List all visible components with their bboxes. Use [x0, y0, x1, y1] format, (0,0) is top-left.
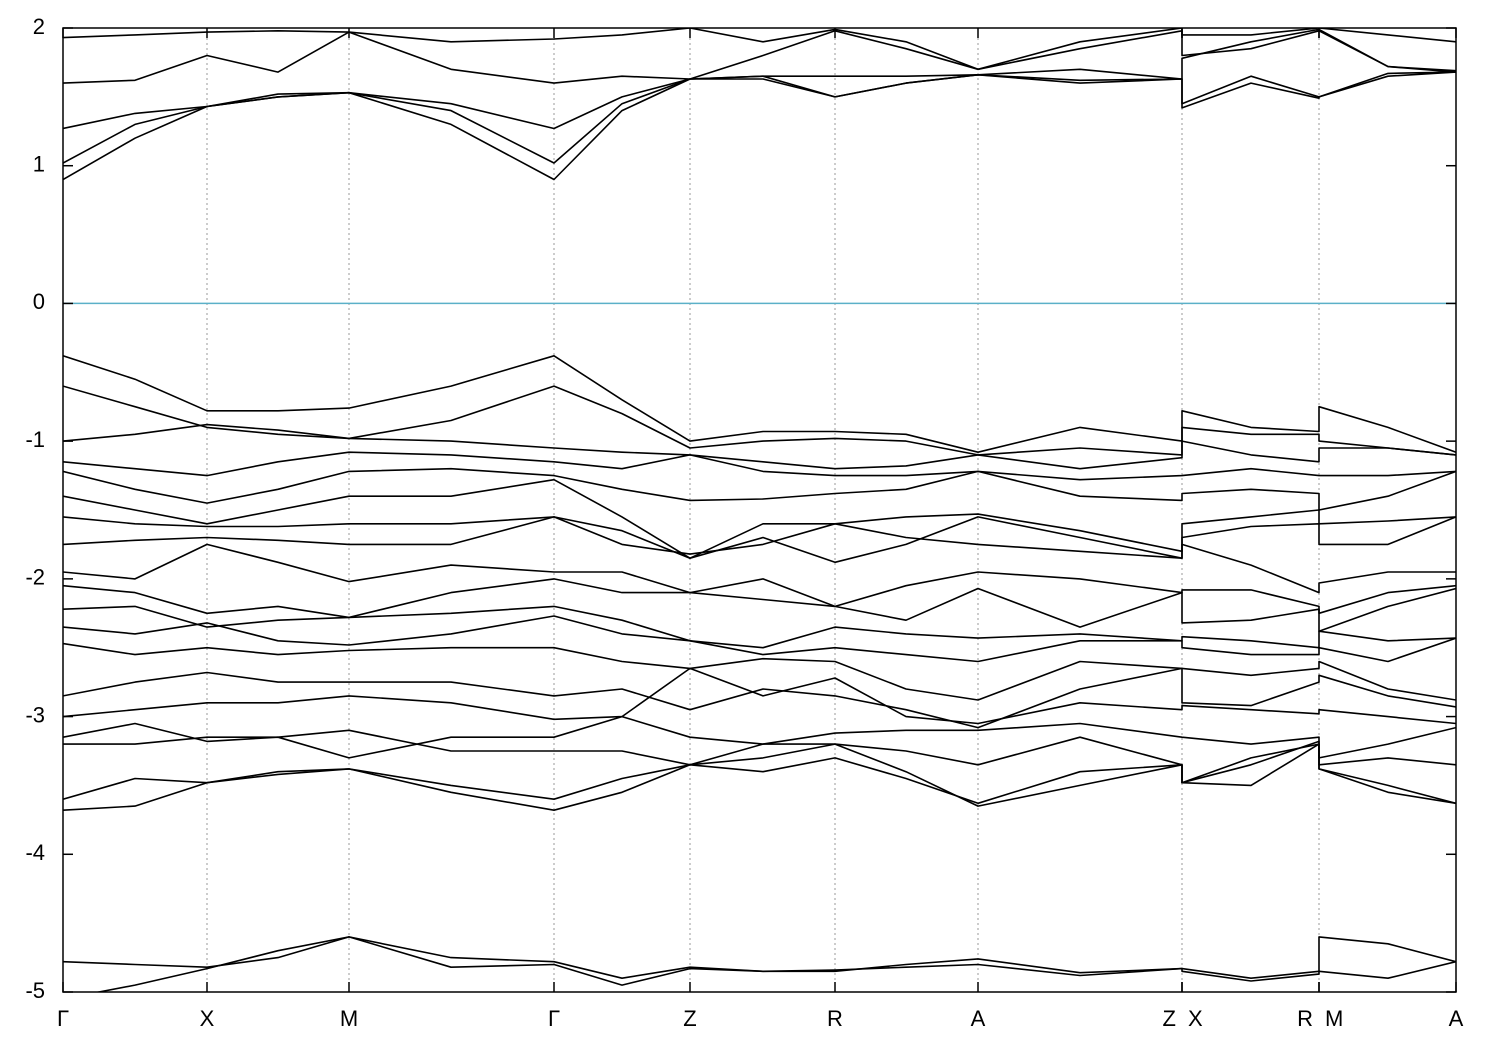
y-tick-label: -3 [25, 702, 45, 727]
x-tick-label: M [340, 1006, 358, 1031]
x-tick-label: Z [1163, 1006, 1176, 1031]
band-line [63, 578, 1456, 632]
x-tick-label: R [827, 1006, 843, 1031]
x-tick-label: A [971, 1006, 986, 1031]
y-tick-label: -4 [25, 840, 45, 865]
band-line [63, 936, 1456, 979]
x-tick-label: R [1297, 1006, 1313, 1031]
band-line [63, 543, 1456, 615]
band-line [63, 423, 1456, 470]
band-line [63, 642, 1456, 701]
band-line [63, 467, 1456, 511]
y-tick-label: -2 [25, 565, 45, 590]
x-tick-label: X [200, 1006, 215, 1031]
band-line [63, 28, 1456, 98]
grid [62, 28, 1457, 992]
band-line [63, 516, 1456, 564]
band-line [63, 743, 1456, 807]
band-line [94, 936, 1456, 992]
band-line [63, 667, 1456, 725]
band-line [63, 355, 1456, 453]
x-tick-label: Γ [57, 1006, 69, 1031]
x-tick-label: Z [683, 1006, 696, 1031]
band-line [63, 71, 1456, 181]
y-tick-label: -5 [25, 978, 45, 1003]
x-tick-label: A [1449, 1006, 1464, 1031]
plot-frame [62, 27, 1457, 993]
band-line [63, 516, 1456, 594]
band-line [63, 28, 1456, 71]
band-line [63, 740, 1456, 811]
band-line [63, 451, 1456, 481]
band-line [63, 667, 1456, 729]
y-tick-label: 2 [33, 14, 45, 39]
band-line [63, 605, 1456, 649]
band-line [63, 478, 1456, 559]
y-tick-label: -1 [25, 427, 45, 452]
y-tick-label: 0 [33, 289, 45, 314]
band-line [63, 385, 1456, 456]
x-tick-label: X [1188, 1006, 1203, 1031]
x-tick-label: M [1325, 1006, 1343, 1031]
y-tick-label: 1 [33, 152, 45, 177]
x-tick-label: Γ [548, 1006, 560, 1031]
band-line [63, 615, 1456, 663]
band-line [63, 71, 1456, 164]
band-line [63, 30, 1456, 130]
bands [63, 28, 1456, 992]
band-line [63, 715, 1456, 759]
